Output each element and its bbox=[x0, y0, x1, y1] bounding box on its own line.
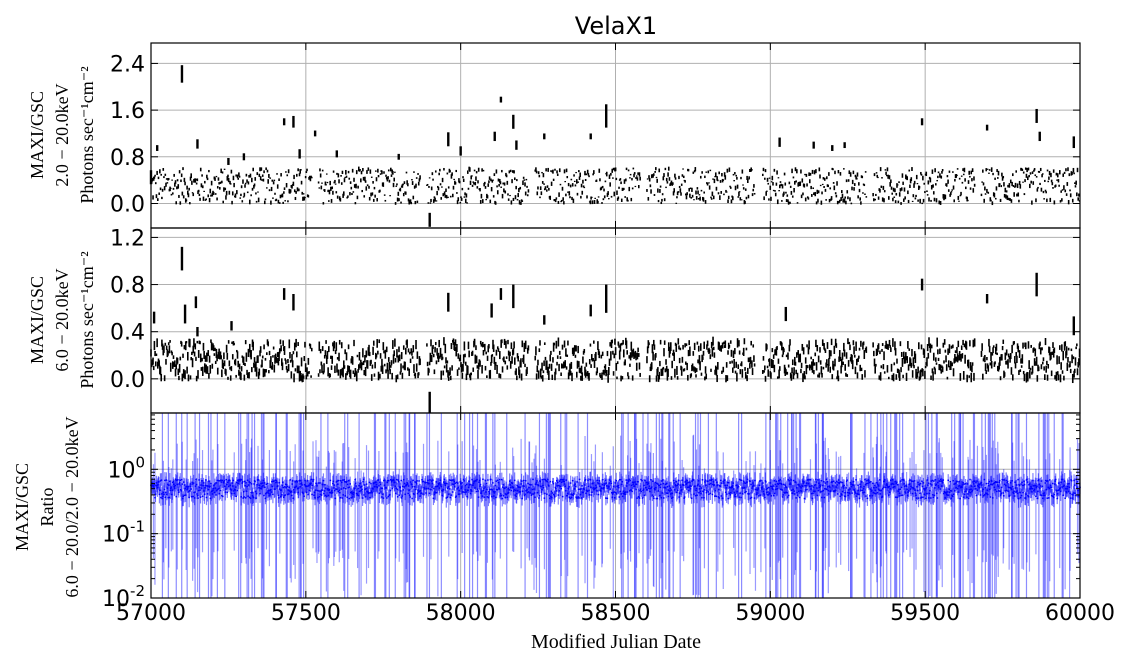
panel-1-ylabel-line-3-text: Photons sec⁻¹cm⁻² bbox=[77, 66, 97, 203]
panel-1-points bbox=[149, 65, 1081, 227]
panel-2-yticks: 0.0 0.4 0.8 1.2 bbox=[110, 226, 1081, 413]
y-tick-label: 1.2 bbox=[110, 226, 145, 251]
y-tick-label: 0.0 bbox=[110, 368, 145, 393]
y-tick-label: 0.8 bbox=[110, 146, 145, 171]
panel-flux-6-20kev: 0.0 0.4 0.8 1.2 MAXI/GSC 6.0 − 20.0keV Phot… bbox=[27, 226, 1081, 414]
panel-2-ylabel-line-3-text: Photons sec⁻¹cm⁻² bbox=[77, 251, 97, 388]
panel-flux-2-20kev: 0.0 0.8 1.6 2.4 MAXI/GSC 2.0 − 20.0keV Phot… bbox=[27, 42, 1081, 229]
panel-1-yticks: 0.0 0.8 1.6 2.4 bbox=[110, 43, 1081, 228]
panel-2-ylabel-line-2-text: 6.0 − 20.0keV bbox=[52, 268, 72, 371]
panel-1-ylabel-line-1-text: MAXI/GSC bbox=[27, 91, 47, 179]
panel-3-points bbox=[150, 413, 1081, 598]
panel-2-ylabel-line-1-text: MAXI/GSC bbox=[27, 276, 47, 364]
y-tick-label: 0.4 bbox=[110, 321, 145, 346]
y-tick-label: 0.0 bbox=[110, 192, 145, 217]
y-tick-label: 0.8 bbox=[110, 274, 145, 299]
y-tick-label: 2.4 bbox=[110, 52, 145, 77]
panel-2-points bbox=[150, 246, 1081, 413]
panel-1-grid bbox=[150, 43, 1081, 228]
y-tick-label: 1.6 bbox=[110, 99, 145, 124]
chart-title: VelaX1 bbox=[575, 12, 657, 40]
panel-2-grid bbox=[150, 228, 1081, 413]
panel-1-ylabel-line-2-text: 2.0 − 20.0keV bbox=[52, 83, 72, 186]
